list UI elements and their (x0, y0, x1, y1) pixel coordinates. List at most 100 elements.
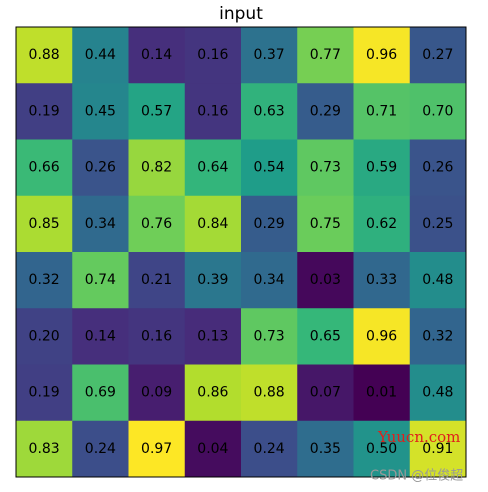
heatmap-cell (409, 195, 467, 253)
cell-label: 0.74 (85, 272, 116, 288)
heatmap-cell (72, 27, 129, 84)
heatmap-cell (128, 195, 186, 253)
heatmap-cell (353, 420, 411, 478)
cell-label: 0.03 (310, 272, 341, 288)
heatmap-cell (241, 252, 298, 309)
cell-label: 0.82 (141, 160, 172, 176)
heatmap-cell (184, 195, 242, 253)
heatmap-cell (72, 308, 129, 365)
heatmap-cell (241, 308, 298, 365)
heatmap-cell (297, 252, 354, 309)
heatmap-cell (241, 83, 298, 140)
cell-label: 0.19 (29, 385, 60, 401)
cell-label: 0.62 (366, 216, 397, 232)
cell-label: 0.39 (197, 272, 228, 288)
heatmap-cell (353, 252, 411, 309)
cell-label: 0.83 (29, 441, 60, 457)
heatmap-cell (72, 195, 129, 253)
cell-label: 0.69 (85, 385, 116, 401)
cell-label: 0.20 (29, 328, 60, 344)
cell-label: 0.96 (366, 328, 397, 344)
heatmap-cell (72, 364, 129, 422)
cell-label: 0.32 (422, 328, 453, 344)
cell-label: 0.65 (310, 328, 341, 344)
heatmap-cell (72, 420, 129, 478)
heatmap-cell (184, 252, 242, 309)
heatmap-cell (241, 364, 298, 422)
heatmap-cell (184, 308, 242, 365)
heatmap-cell (128, 420, 186, 478)
heatmap-cell (241, 195, 298, 253)
heatmap-cell (184, 364, 242, 422)
cell-label: 0.34 (85, 216, 116, 232)
heatmap-grid: 0.88 0.44 0.14 0.16 0.37 0.77 0.96 0.27 0.19 0.45… (16, 27, 467, 478)
heatmap-cell (128, 364, 186, 422)
heatmap-cell (297, 364, 354, 422)
cell-label: 0.91 (422, 441, 453, 457)
heatmap-cell (16, 83, 73, 140)
heatmap-cell (353, 27, 411, 84)
cell-label: 0.50 (366, 441, 397, 457)
cell-label: 0.88 (29, 47, 60, 63)
cell-label: 0.09 (141, 385, 172, 401)
cell-label: 0.63 (254, 103, 285, 119)
cell-label: 0.96 (366, 47, 397, 63)
cell-label: 0.13 (197, 328, 228, 344)
heatmap-cell (409, 83, 467, 140)
axes-frame (15, 26, 467, 478)
heatmap-cell (353, 364, 411, 422)
heatmap-cell (409, 308, 467, 365)
cell-label: 0.32 (29, 272, 60, 288)
heatmap-cell (128, 308, 186, 365)
heatmap-cell (16, 195, 73, 253)
cell-label: 0.73 (310, 160, 341, 176)
cell-label: 0.54 (254, 160, 285, 176)
cell-label: 0.04 (197, 441, 228, 457)
cell-label: 0.75 (310, 216, 341, 232)
heatmap-cell (353, 308, 411, 365)
cell-label: 0.45 (85, 103, 116, 119)
cell-label: 0.29 (310, 103, 341, 119)
heatmap-cell (72, 139, 129, 197)
heatmap-cell (297, 420, 354, 478)
cell-label: 0.16 (197, 103, 228, 119)
watermark: Yuucn.com (377, 428, 460, 446)
cell-label: 0.86 (197, 385, 228, 401)
heatmap-cell (184, 83, 242, 140)
cell-label: 0.57 (141, 103, 172, 119)
cell-label: 0.16 (197, 47, 228, 63)
heatmap-cell (353, 83, 411, 140)
cell-label: 0.33 (366, 272, 397, 288)
heatmap-cell (128, 83, 186, 140)
heatmap-cell (297, 83, 354, 140)
heatmap-cell (16, 139, 73, 197)
cell-label: 0.26 (422, 160, 453, 176)
cell-label: 0.59 (366, 160, 397, 176)
cell-label: 0.07 (310, 385, 341, 401)
cell-label: 0.70 (422, 103, 453, 119)
heatmap-cell (184, 420, 242, 478)
cell-label: 0.44 (85, 47, 116, 63)
cell-label: 0.76 (141, 216, 172, 232)
cell-label: 0.64 (197, 160, 228, 176)
heatmap-cell (128, 252, 186, 309)
heatmap-cell (16, 27, 73, 84)
heatmap-cell (241, 420, 298, 478)
heatmap-cell (241, 27, 298, 84)
cell-label: 0.24 (254, 441, 285, 457)
heatmap-cell (409, 252, 467, 309)
heatmap-cell (409, 364, 467, 422)
cell-label: 0.37 (254, 47, 285, 63)
cell-label: 0.21 (141, 272, 172, 288)
cell-label: 0.84 (197, 216, 228, 232)
heatmap-cell (409, 420, 467, 478)
heatmap-cell (184, 27, 242, 84)
cell-label: 0.29 (254, 216, 285, 232)
heatmap-cell (241, 139, 298, 197)
heatmap-cell (16, 420, 73, 478)
cell-label: 0.14 (85, 328, 116, 344)
cell-label: 0.25 (422, 216, 453, 232)
heatmap-cell (128, 139, 186, 197)
cell-label: 0.77 (310, 47, 341, 63)
